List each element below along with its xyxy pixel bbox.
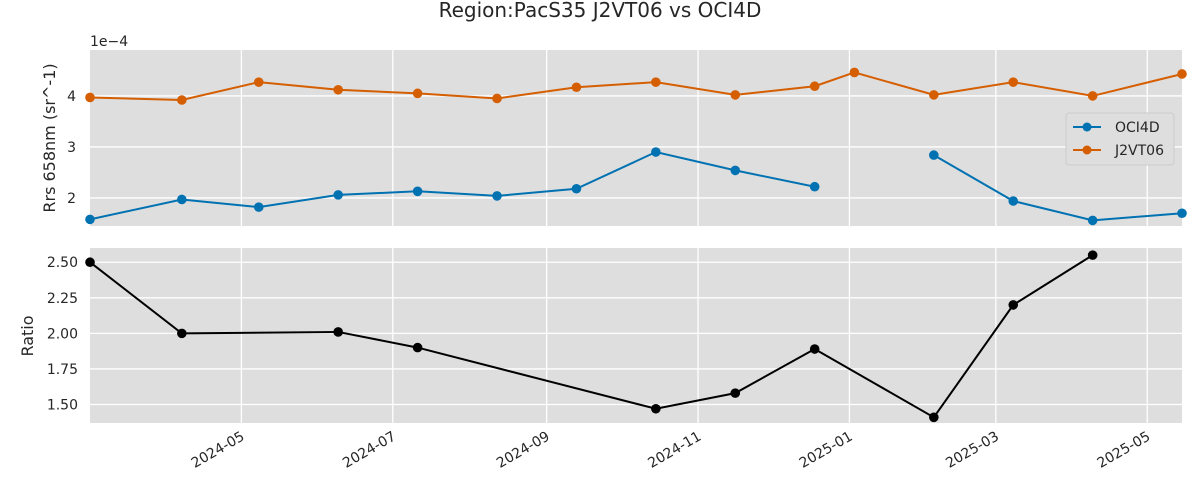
bottom-y-tick-label: 1.50 [47,398,78,414]
j2vt06-point [730,90,741,100]
top-y-tick-label: 3 [67,140,76,156]
bottom-y-tick-label: 1.75 [47,362,78,378]
oci4d-point [571,183,582,194]
x-tick-label: 2024-05 [189,429,248,472]
bottom-y-axis-label: Ratio [18,315,37,356]
ratio-line [89,254,1094,419]
legend-oci4d-label: OCI4D [1115,120,1160,136]
bottom-y-tick-label: 2.50 [47,255,78,271]
x-tick-label: 2024-09 [494,429,553,472]
oci4d-point [1177,208,1187,219]
ratio-point [929,412,939,423]
ratio-point [651,403,661,414]
j2vt06-point [253,77,264,87]
j2vt06-point [492,93,502,104]
j2vt06-point [849,67,860,78]
bottom-plot-area [90,248,1182,423]
x-tick-label: 2025-03 [943,429,1002,472]
x-tick-label: 2024-07 [340,429,399,472]
oci4d-point [412,186,423,197]
x-tick-label: 2025-01 [797,429,856,472]
top-offset-text: 1e−4 [90,34,128,50]
top-plot-area [90,50,1182,226]
top-y-ticks: 2 3 4 [67,89,76,207]
j2vt06-point [1087,91,1098,101]
legend: OCI4D J2VT06 [1065,112,1175,166]
chart-title: Region:PacS35 J2VT06 vs OCI4D [438,0,762,22]
x-tick-label: 2024-11 [645,429,704,472]
ratio-point [1087,250,1098,260]
j2vt06-point [333,84,343,95]
oci4d-point [730,165,741,176]
legend-j2vt06-label: J2VT06 [1114,143,1164,159]
oci4d-point [492,191,502,201]
bottom-y-tick-label: 2.25 [47,291,78,307]
oci4d-line [933,154,1183,222]
top-grid [90,50,1182,226]
j2vt06-point [1008,77,1019,87]
oci4d-point [651,147,661,157]
top-series-layer [85,67,1187,226]
oci4d-point [253,202,264,212]
bottom-grid [90,248,1182,423]
j2vt06-point [809,81,820,92]
j2vt06-point [1177,69,1187,79]
bottom-y-ticks: 1.50 1.75 2.00 2.25 2.50 [47,255,78,413]
j2vt06-point [85,92,95,103]
oci4d-point [809,181,820,192]
ratio-point [809,344,820,354]
bottom-y-tick-label: 2.00 [47,326,78,342]
oci4d-point [177,194,187,205]
j2vt06-point [571,82,582,93]
ratio-point [333,327,343,337]
oci4d-line [89,150,815,221]
x-tick-label: 2025-05 [1095,429,1154,472]
x-ticks: 2024-05 2024-07 2024-09 2024-11 2025-01 2025-… [189,429,1154,472]
j2vt06-point [412,88,423,99]
oci4d-point [1008,196,1019,206]
top-y-axis-label: Rrs 658nm (sr^-1) [40,63,59,212]
ratio-point [412,342,423,353]
legend-oci4d-marker [1082,122,1092,132]
j2vt06-point [929,90,939,100]
oci4d-point [333,190,343,200]
ratio-point [177,328,187,339]
oci4d-point [1087,215,1098,226]
top-y-tick-label: 4 [67,89,76,105]
oci4d-point [929,150,939,160]
ratio-point [730,388,741,398]
bottom-series-layer [85,250,1098,423]
j2vt06-point [177,95,187,105]
ratio-point [1008,300,1019,310]
oci4d-point [85,214,95,225]
ratio-point [85,257,95,268]
legend-j2vt06-marker [1082,145,1092,155]
j2vt06-point [651,77,661,87]
top-y-tick-label: 2 [67,191,76,207]
